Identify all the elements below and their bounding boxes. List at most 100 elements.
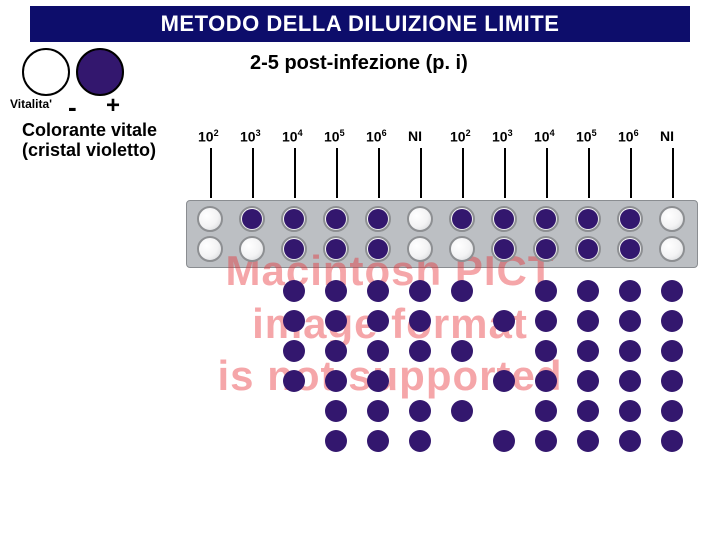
column-header: 105 [324, 128, 345, 145]
minus-sign: - [68, 92, 77, 123]
grid-dot [619, 280, 641, 302]
watermark-line-3: is not supported [130, 350, 650, 403]
grid-dot [577, 280, 599, 302]
well-dot-filled [326, 209, 346, 229]
grid-dot [367, 340, 389, 362]
grid-dot [283, 310, 305, 332]
grid-dot [451, 340, 473, 362]
plus-sign: + [106, 92, 120, 120]
column-tick [462, 148, 464, 198]
well-dot-filled [578, 209, 598, 229]
well [659, 236, 685, 262]
column-header: 103 [492, 128, 513, 145]
well-dot-filled [452, 209, 472, 229]
well [239, 236, 265, 262]
grid-dot [325, 340, 347, 362]
well [197, 236, 223, 262]
title-text: METODO DELLA DILUIZIONE LIMITE [161, 11, 560, 37]
grid-dot [283, 340, 305, 362]
grid-dot [367, 430, 389, 452]
well-dot-filled [494, 209, 514, 229]
well-dot-filled [536, 239, 556, 259]
column-header: 103 [240, 128, 261, 145]
column-tick [504, 148, 506, 198]
watermark: Macintosh PICT image format is not suppo… [130, 245, 650, 403]
well [659, 206, 685, 232]
grid-dot [661, 340, 683, 362]
grid-dot [661, 370, 683, 392]
grid-dot [409, 430, 431, 452]
column-header: NI [408, 128, 422, 144]
grid-dot [325, 400, 347, 422]
grid-dot [577, 400, 599, 422]
column-header: 104 [282, 128, 303, 145]
well-dot-filled [242, 209, 262, 229]
grid-dot [619, 310, 641, 332]
column-header: 104 [534, 128, 555, 145]
column-tick [252, 148, 254, 198]
column-header: 102 [450, 128, 471, 145]
well [449, 236, 475, 262]
subtitle: 2-5 post-infezione (p. i) [250, 52, 468, 75]
grid-dot [577, 310, 599, 332]
column-header: 106 [366, 128, 387, 145]
well [197, 206, 223, 232]
well-dot-filled [536, 209, 556, 229]
column-tick [672, 148, 674, 198]
grid-dot [535, 370, 557, 392]
grid-dot [283, 370, 305, 392]
grid-dot [619, 370, 641, 392]
grid-dot [535, 310, 557, 332]
well [407, 236, 433, 262]
grid-dot [619, 430, 641, 452]
column-tick [210, 148, 212, 198]
legend-line-2: Colorante vitale [22, 120, 157, 141]
grid-dot [493, 370, 515, 392]
well-dot-filled [326, 239, 346, 259]
legend-line-3: (cristal violetto) [22, 140, 156, 161]
grid-dot [367, 400, 389, 422]
grid-dot [535, 430, 557, 452]
legend-circle-filled [76, 48, 124, 96]
well [407, 206, 433, 232]
grid-dot [535, 280, 557, 302]
column-header: NI [660, 128, 674, 144]
grid-dot [325, 370, 347, 392]
column-tick [546, 148, 548, 198]
legend: Vitalita' - + Colorante vitale (cristal … [10, 48, 210, 102]
well-dot-filled [578, 239, 598, 259]
grid-dot [535, 340, 557, 362]
grid-dot [409, 340, 431, 362]
column-header: 105 [576, 128, 597, 145]
well-dot-filled [368, 209, 388, 229]
grid-dot [409, 400, 431, 422]
grid-dot [661, 430, 683, 452]
column-header: 102 [198, 128, 219, 145]
grid-dot [325, 310, 347, 332]
well-dot-filled [494, 239, 514, 259]
grid-dot [409, 280, 431, 302]
grid-dot [493, 310, 515, 332]
grid-dot [409, 310, 431, 332]
well-dot-filled [368, 239, 388, 259]
grid-dot [493, 430, 515, 452]
legend-circle-empty [22, 48, 70, 96]
stage: METODO DELLA DILUIZIONE LIMITE 2-5 post-… [0, 0, 720, 540]
well-dot-filled [620, 239, 640, 259]
well-dot-filled [284, 209, 304, 229]
grid-dot [283, 280, 305, 302]
grid-dot [661, 310, 683, 332]
column-tick [630, 148, 632, 198]
well-dot-filled [284, 239, 304, 259]
grid-dot [325, 280, 347, 302]
grid-dot [451, 280, 473, 302]
column-tick [588, 148, 590, 198]
grid-dot [535, 400, 557, 422]
grid-dot [367, 280, 389, 302]
well-dot-filled [620, 209, 640, 229]
column-tick [336, 148, 338, 198]
title-bar: METODO DELLA DILUIZIONE LIMITE [30, 6, 690, 42]
grid-dot [451, 400, 473, 422]
grid-dot [661, 280, 683, 302]
grid-dot [577, 340, 599, 362]
